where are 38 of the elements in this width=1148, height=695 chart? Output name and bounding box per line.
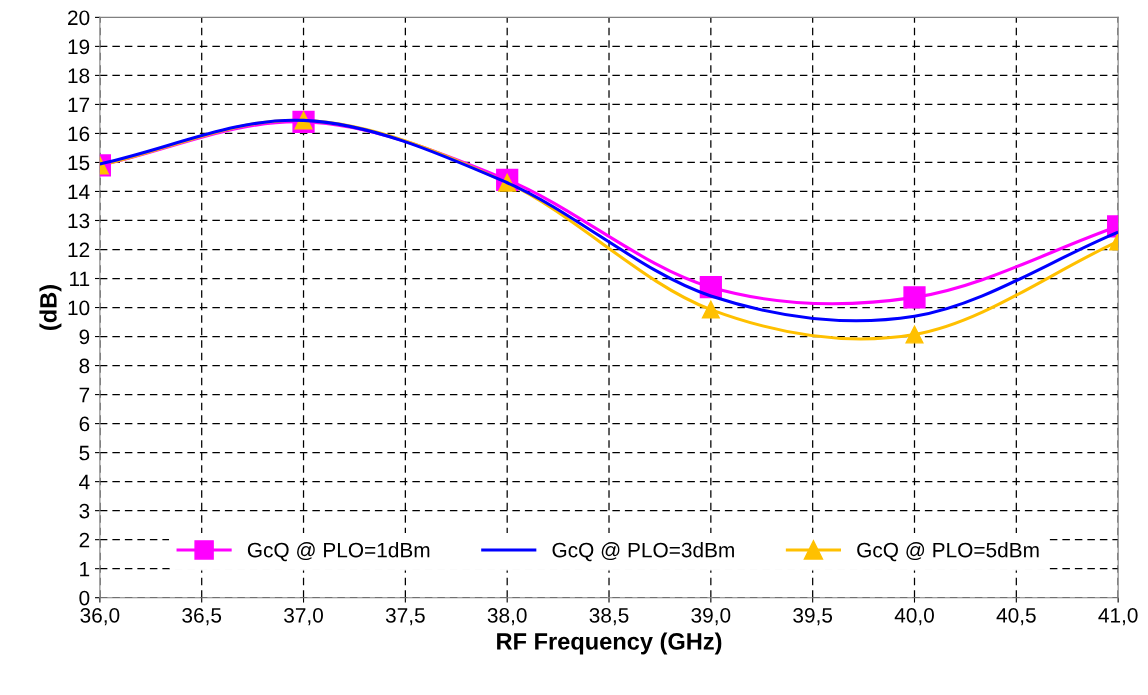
y-tick-label: 16 xyxy=(68,126,90,142)
y-tick-label: 19 xyxy=(68,39,90,55)
y-tick-label: 5 xyxy=(79,445,90,461)
y-tick-label: 12 xyxy=(68,242,90,258)
y-tick-label: 17 xyxy=(68,97,90,112)
y-tick-label: 18 xyxy=(68,68,90,84)
y-axis-title: (dB) xyxy=(39,285,62,330)
y-tick-label: 9 xyxy=(79,329,90,345)
x-tick-label: 40,5 xyxy=(996,607,1036,626)
y-tick-label: 7 xyxy=(79,387,90,403)
x-tick-label: 41,0 xyxy=(1098,607,1138,626)
x-tick-label: 38,0 xyxy=(487,607,527,626)
y-tick-label: 20 xyxy=(68,10,90,26)
y-tick-label: 15 xyxy=(68,155,90,171)
y-tick-label: 11 xyxy=(70,271,90,287)
y-tick-label: 6 xyxy=(79,416,90,432)
y-tick-label: 3 xyxy=(79,503,90,519)
x-tick-label: 39,0 xyxy=(691,607,731,626)
y-tick-label: 0 xyxy=(79,590,90,606)
legend-label: GcQ @ PLO=5dBm xyxy=(857,542,1039,562)
x-tick-label: 36,0 xyxy=(80,607,120,626)
y-tick-label: 1 xyxy=(80,561,90,577)
x-tick-label: 39,5 xyxy=(793,607,833,626)
x-tick-label: 40,0 xyxy=(894,607,934,626)
x-tick-label: 37,0 xyxy=(284,607,323,626)
legend-label: GcQ @ PLO=1dBm xyxy=(247,542,430,562)
x-tick-label: 37,5 xyxy=(385,607,425,626)
y-tick-label: 2 xyxy=(79,532,90,548)
point xyxy=(701,300,720,319)
y-tick-label: 14 xyxy=(68,184,90,200)
y-tick-label: 13 xyxy=(68,213,90,229)
x-axis-title: RF Frequency (GHz) xyxy=(497,632,722,655)
x-tick-label: 38,5 xyxy=(589,607,629,626)
legend-label: GcQ @ PLO=3dBm xyxy=(552,542,734,562)
y-tick-label: 4 xyxy=(79,474,90,490)
x-tick-label: 36,5 xyxy=(182,607,222,626)
y-tick-label: 10 xyxy=(68,300,90,316)
y-tick-label: 8 xyxy=(79,358,90,374)
